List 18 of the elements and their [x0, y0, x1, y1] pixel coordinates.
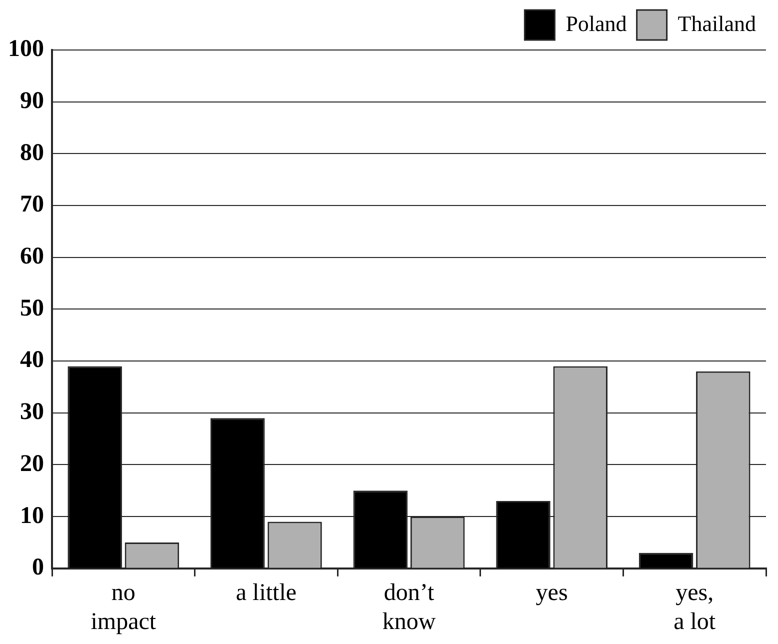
y-tick-label: 10: [20, 502, 44, 529]
legend-label: Thailand: [678, 10, 756, 36]
y-tick-label: 100: [8, 36, 44, 62]
y-tick-label: 60: [20, 244, 44, 270]
y-tick-label: 70: [20, 192, 44, 218]
y-tick-label: 90: [20, 88, 44, 114]
x-tick-label: don’t know: [382, 580, 436, 635]
y-tick-label: 40: [20, 347, 44, 374]
y-tick-label: 80: [20, 140, 44, 166]
legend-label: Poland: [566, 10, 627, 36]
x-tick-label: yes: [536, 580, 568, 606]
y-tick-label: 0: [32, 554, 44, 581]
y-tick-label: 20: [20, 450, 44, 477]
x-tick-label: yes, a lot: [674, 580, 716, 635]
x-tick-label: no impact: [90, 580, 156, 635]
y-tick-label: 50: [20, 295, 44, 322]
y-tick-label: 30: [20, 399, 44, 426]
x-tick-label: a little: [236, 580, 297, 606]
